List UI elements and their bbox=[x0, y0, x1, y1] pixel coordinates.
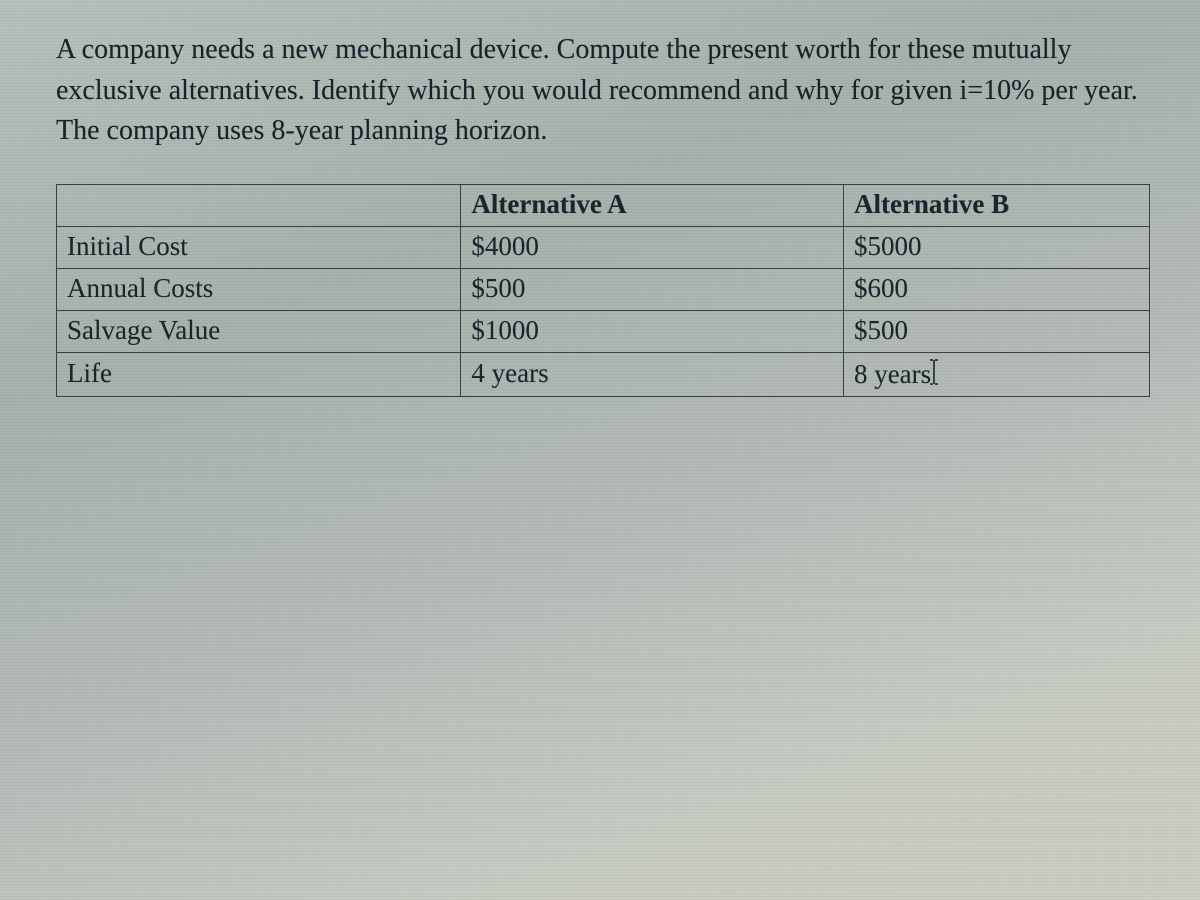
row-label: Initial Cost bbox=[57, 226, 461, 268]
page: A company needs a new mechanical device.… bbox=[0, 0, 1200, 397]
header-blank bbox=[57, 184, 461, 226]
cell-value: $500 bbox=[843, 310, 1149, 352]
cell-value: 4 years bbox=[461, 352, 844, 396]
row-label: Annual Costs bbox=[57, 268, 461, 310]
row-label: Salvage Value bbox=[57, 310, 461, 352]
cell-value: $4000 bbox=[461, 226, 844, 268]
row-label: Life bbox=[57, 352, 461, 396]
table-row: Annual Costs $500 $600 bbox=[57, 268, 1150, 310]
cell-value: $1000 bbox=[461, 310, 844, 352]
cell-value: 8 years bbox=[843, 352, 1149, 396]
table-row: Life 4 years 8 years bbox=[57, 352, 1150, 396]
cell-text: 8 years bbox=[854, 359, 931, 389]
table-header-row: Alternative A Alternative B bbox=[57, 184, 1150, 226]
problem-statement: A company needs a new mechanical device.… bbox=[56, 30, 1150, 152]
alternatives-table: Alternative A Alternative B Initial Cost… bbox=[56, 184, 1150, 397]
cell-value: $600 bbox=[843, 268, 1149, 310]
header-alt-b: Alternative B bbox=[843, 184, 1149, 226]
cell-value: $5000 bbox=[843, 226, 1149, 268]
table-row: Salvage Value $1000 $500 bbox=[57, 310, 1150, 352]
table-row: Initial Cost $4000 $5000 bbox=[57, 226, 1150, 268]
header-alt-a: Alternative A bbox=[461, 184, 844, 226]
cell-value: $500 bbox=[461, 268, 844, 310]
text-cursor-icon bbox=[929, 359, 939, 385]
